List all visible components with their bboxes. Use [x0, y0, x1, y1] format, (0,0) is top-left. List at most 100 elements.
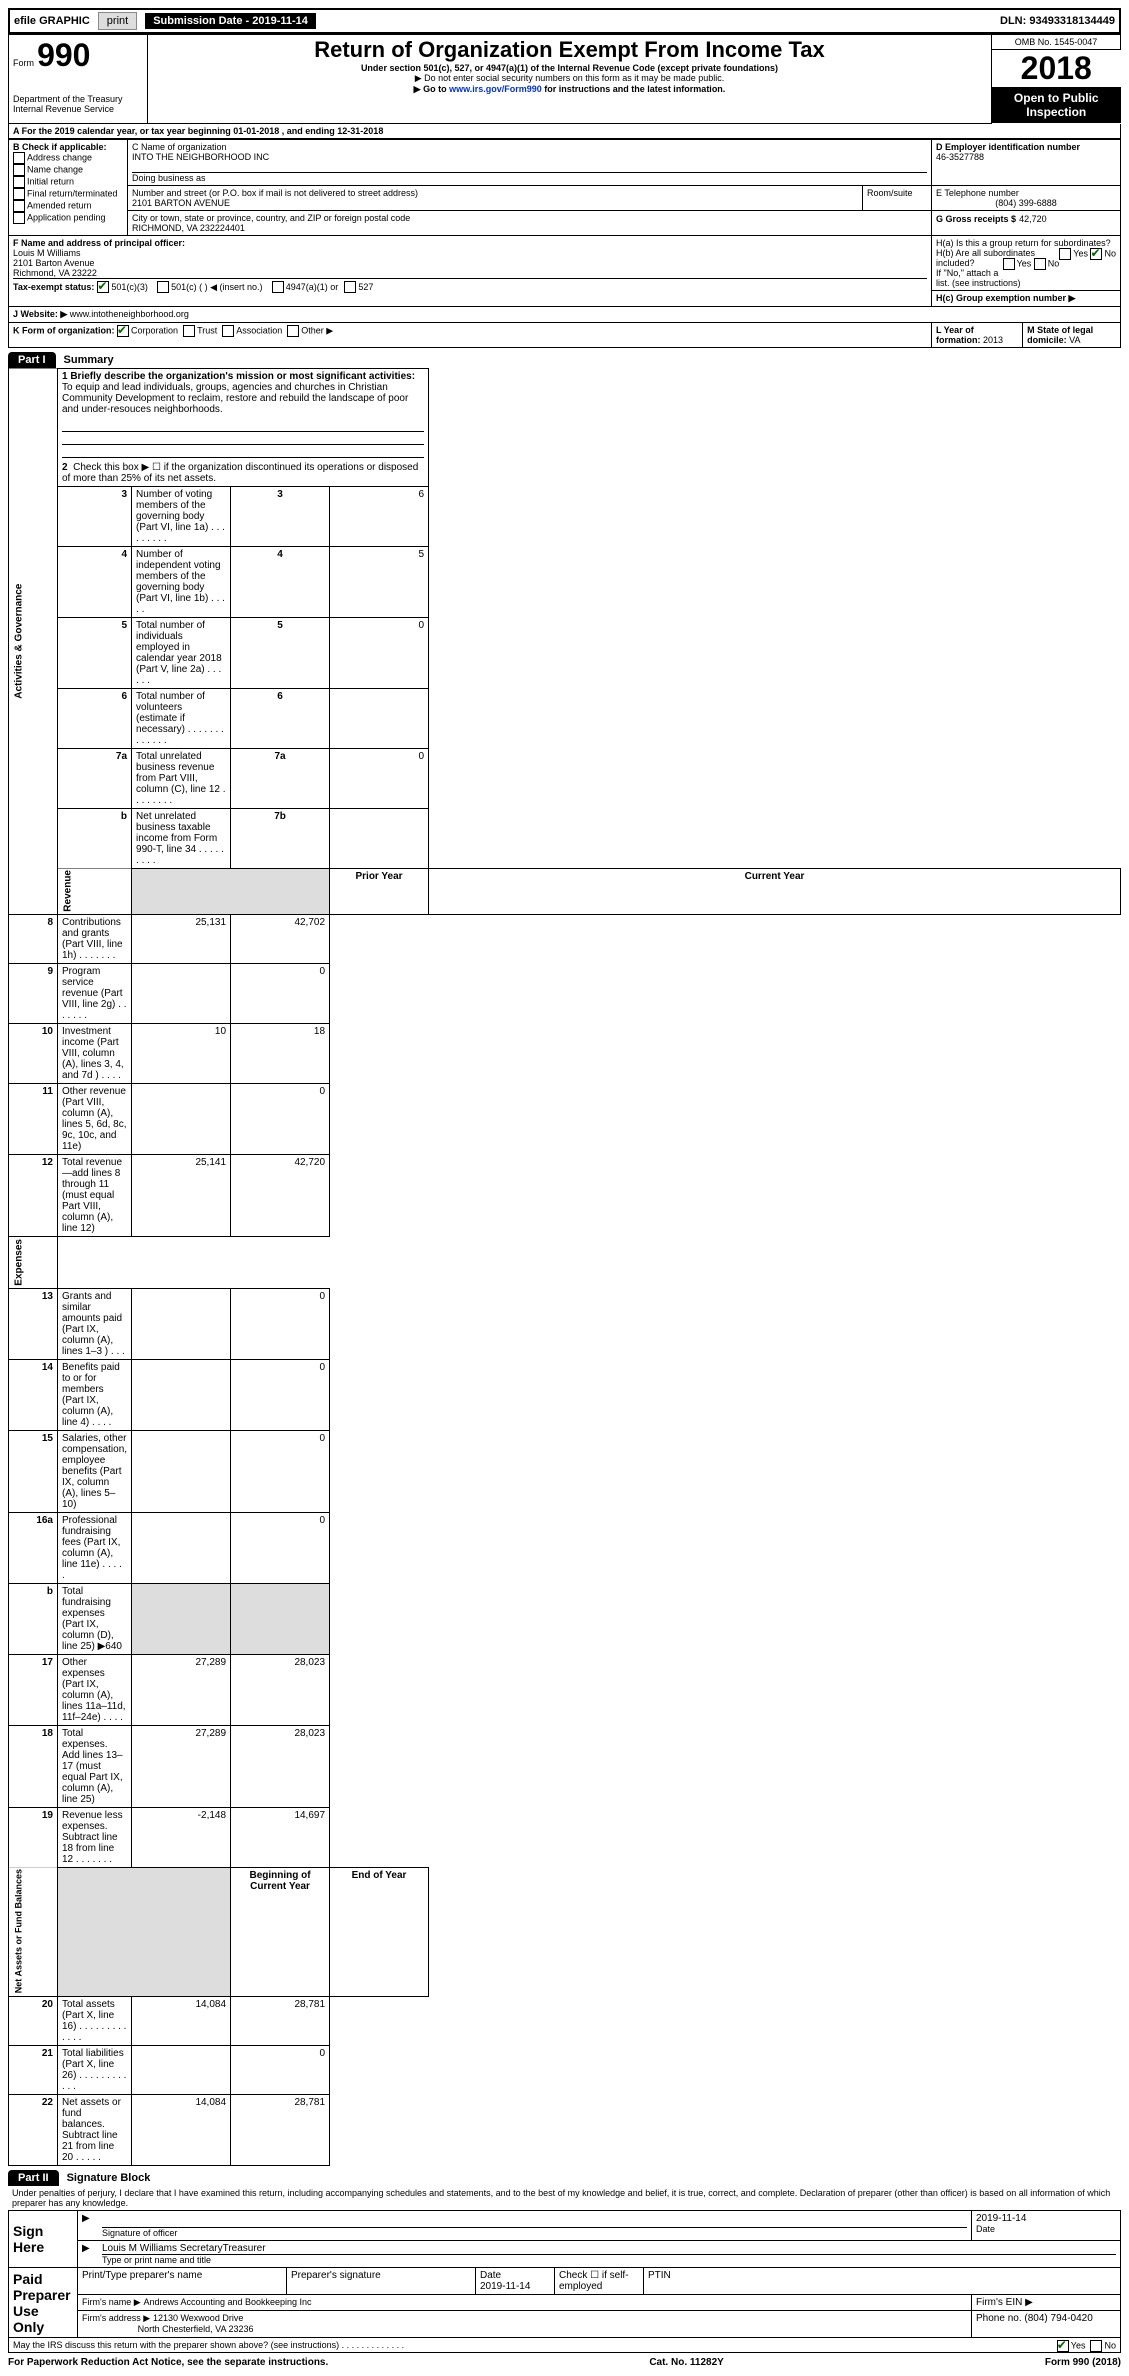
prior-val [132, 1084, 231, 1155]
ha-no[interactable] [1090, 248, 1102, 260]
amended-checkbox[interactable] [13, 200, 25, 212]
row-num: 3 [58, 486, 132, 546]
prior-val: 27,289 [132, 1725, 231, 1807]
hb-note: If "No," attach a list. (see instruction… [936, 268, 1116, 288]
netasset-row: 21 Total liabilities (Part X, line 26) .… [9, 2046, 1121, 2095]
hc-label: H(c) Group exemption number ▶ [932, 290, 1121, 306]
501c-checkbox[interactable] [157, 281, 169, 293]
ag-row: 3 Number of voting members of the govern… [9, 486, 1121, 546]
tax-year: 2018 [992, 50, 1121, 87]
ag-row: 5 Total number of individuals employed i… [9, 617, 1121, 688]
prep-date: 2019-11-14 [480, 2281, 530, 2292]
row-num: 7a [58, 748, 132, 808]
part2-header: Part II Signature Block [8, 2170, 1121, 2186]
website-value: www.intotheneighborhood.org [70, 309, 189, 319]
sig-date: 2019-11-14 [976, 2213, 1116, 2224]
initial-return-checkbox[interactable] [13, 176, 25, 188]
addr-change-checkbox[interactable] [13, 152, 25, 164]
dept-label: Department of the Treasury Internal Reve… [13, 94, 143, 114]
city-label: City or town, state or province, country… [132, 213, 927, 223]
ha-label: H(a) Is this a group return for subordin… [936, 238, 1111, 248]
officer-label: F Name and address of principal officer: [13, 238, 927, 248]
efile-label: efile GRAPHIC [14, 15, 90, 27]
prior-val [132, 1512, 231, 1583]
dln: DLN: 93493318134449 [1000, 15, 1115, 27]
end-year-header: End of Year [330, 1867, 429, 1996]
ag-row: 4 Number of independent voting members o… [9, 546, 1121, 617]
netasset-row: 20 Total assets (Part X, line 16) . . . … [9, 1997, 1121, 2046]
omb-number: OMB No. 1545-0047 [992, 35, 1121, 50]
hb-yes[interactable] [1003, 258, 1015, 270]
form-number: 990 [37, 37, 90, 73]
row-desc: Number of voting members of the governin… [132, 486, 231, 546]
phone-label: E Telephone number [936, 188, 1116, 198]
current-val: 42,720 [231, 1155, 330, 1237]
row-box: 6 [231, 688, 330, 748]
current-val: 28,023 [231, 1654, 330, 1725]
current-val: 0 [231, 1512, 330, 1583]
prep-name-label: Print/Type preparer's name [78, 2268, 287, 2294]
part2-label: Part II [8, 2170, 59, 2186]
current-val: 28,023 [231, 1725, 330, 1807]
row-val: 0 [330, 748, 429, 808]
app-pending-checkbox[interactable] [13, 212, 25, 224]
website-label: J Website: ▶ [13, 309, 67, 319]
4947-checkbox[interactable] [272, 281, 284, 293]
gross-value: 42,720 [1019, 214, 1047, 224]
footer-mid: Cat. No. 11282Y [649, 2357, 723, 2368]
prior-val [132, 964, 231, 1024]
form-note1: ▶ Do not enter social security numbers o… [152, 73, 987, 84]
final-return-checkbox[interactable] [13, 188, 25, 200]
box-b-label: B Check if applicable: [13, 142, 123, 152]
side-activities: Activities & Governance [9, 368, 58, 915]
row-num: 14 [9, 1359, 58, 1430]
form-subtitle: Under section 501(c), 527, or 4947(a)(1)… [152, 63, 987, 73]
org-name-label: C Name of organization [132, 142, 927, 152]
row-desc: Grants and similar amounts paid (Part IX… [58, 1288, 132, 1359]
current-val: 42,702 [231, 915, 330, 964]
assoc-checkbox[interactable] [222, 325, 234, 337]
firm-addr2: North Chesterfield, VA 23236 [138, 2324, 254, 2334]
row-desc: Total revenue—add lines 8 through 11 (mu… [58, 1155, 132, 1237]
irs-link[interactable]: www.irs.gov/Form990 [449, 84, 542, 94]
row-val [330, 808, 429, 868]
part1-table: Activities & Governance 1 Briefly descri… [8, 368, 1121, 2167]
expense-row: 18 Total expenses. Add lines 13–17 (must… [9, 1725, 1121, 1807]
print-button[interactable]: print [98, 12, 137, 30]
current-year-header: Current Year [429, 868, 1121, 915]
phone-value: (804) 399-6888 [936, 198, 1116, 208]
officer-addr1: 2101 Barton Avenue [13, 258, 927, 268]
expense-row: b Total fundraising expenses (Part IX, c… [9, 1583, 1121, 1654]
part2-title: Signature Block [59, 2172, 151, 2184]
officer-name: Louis M Williams [13, 248, 927, 258]
end-val: 28,781 [231, 1997, 330, 2046]
ein-value: 46-3527788 [936, 152, 1116, 162]
hb-no[interactable] [1034, 258, 1046, 270]
name-change-checkbox[interactable] [13, 164, 25, 176]
other-checkbox[interactable] [287, 325, 299, 337]
trust-checkbox[interactable] [183, 325, 195, 337]
row-desc: Net unrelated business taxable income fr… [132, 808, 231, 868]
527-checkbox[interactable] [344, 281, 356, 293]
prior-val [132, 1430, 231, 1512]
row-desc: Salaries, other compensation, employee b… [58, 1430, 132, 1512]
row-num: 13 [9, 1288, 58, 1359]
revenue-row: 10 Investment income (Part VIII, column … [9, 1024, 1121, 1084]
row-desc: Professional fundraising fees (Part IX, … [58, 1512, 132, 1583]
row-box: 7b [231, 808, 330, 868]
gross-label: G Gross receipts $ [936, 214, 1016, 224]
prior-val [132, 1288, 231, 1359]
p1-l1-text: To equip and lead individuals, groups, a… [62, 382, 424, 415]
row-val [330, 688, 429, 748]
form-label: Form [13, 58, 34, 68]
ha-yes[interactable] [1059, 248, 1071, 260]
row-box: 3 [231, 486, 330, 546]
501c3-checkbox[interactable] [97, 281, 109, 293]
revenue-row: 11 Other revenue (Part VIII, column (A),… [9, 1084, 1121, 1155]
discuss-yes[interactable] [1057, 2340, 1069, 2352]
corp-checkbox[interactable] [117, 325, 129, 337]
addr-label: Number and street (or P.O. box if mail i… [132, 188, 858, 198]
tax-exempt-label: Tax-exempt status: [13, 282, 94, 292]
sig-declaration: Under penalties of perjury, I declare th… [8, 2186, 1121, 2210]
discuss-no[interactable] [1090, 2340, 1102, 2352]
